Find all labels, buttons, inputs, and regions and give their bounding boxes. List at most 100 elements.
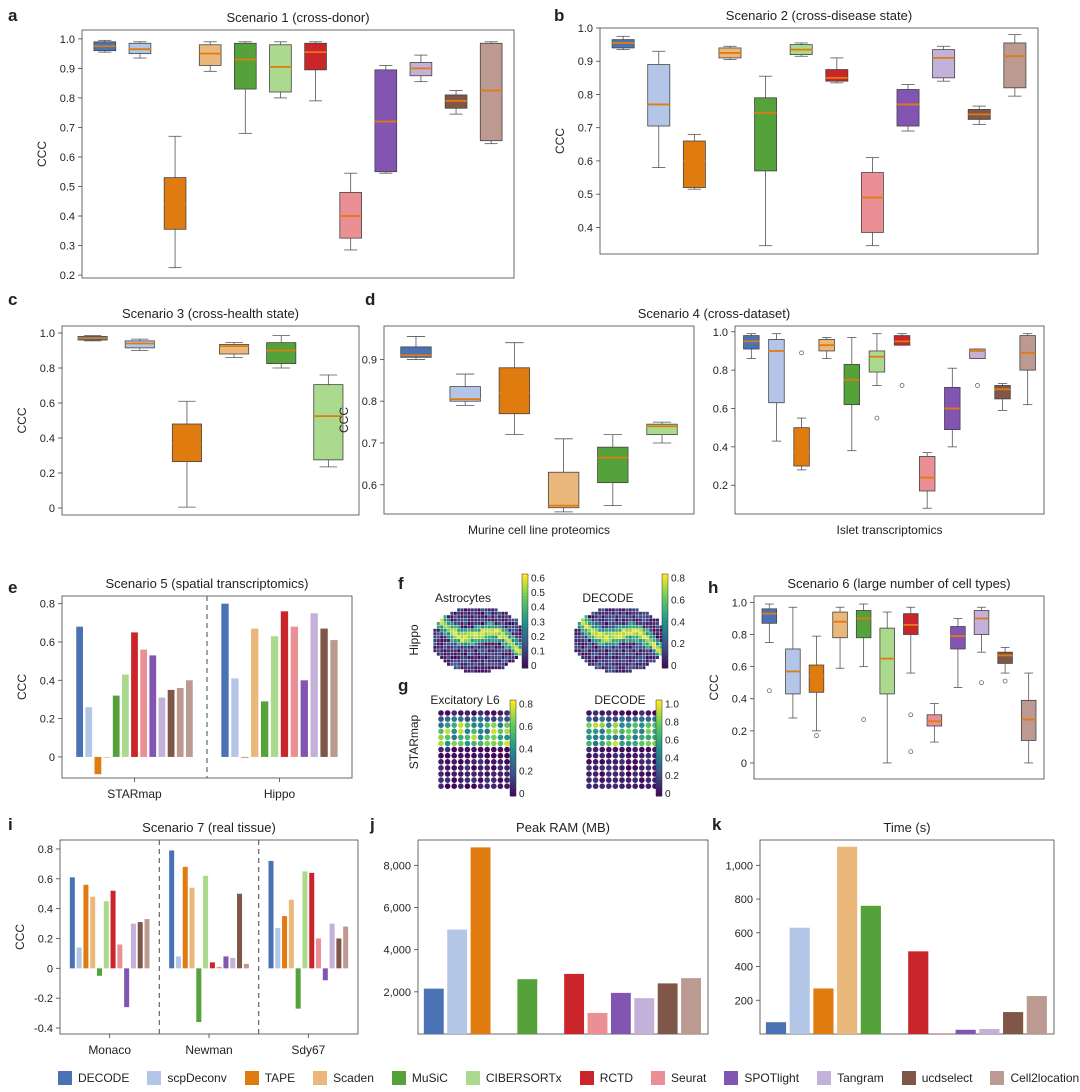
- spot: [615, 642, 619, 646]
- spot: [628, 669, 632, 673]
- dot: [484, 765, 491, 771]
- dot: [625, 759, 632, 765]
- dot: [645, 771, 652, 777]
- spot: [628, 659, 632, 663]
- dot: [484, 740, 491, 747]
- spot: [618, 645, 622, 649]
- bar-j-MuSiC: [517, 979, 538, 1034]
- spot: [436, 642, 440, 646]
- dot: [606, 728, 612, 735]
- dot: [444, 728, 451, 735]
- dot: [599, 777, 605, 783]
- spot: [450, 615, 454, 619]
- ytick-label-c: 0.2: [40, 468, 55, 480]
- box-h-TAPE: [808, 635, 825, 739]
- spot: [608, 639, 612, 642]
- ytick-label-d1: 0.9: [362, 354, 377, 366]
- spot: [642, 656, 646, 659]
- spot: [504, 615, 508, 619]
- colorbar-step: [522, 630, 528, 635]
- spot: [635, 615, 639, 619]
- bar-i-Seurat: [216, 966, 222, 969]
- box-b-Cell2location: [1003, 34, 1027, 97]
- dot: [632, 716, 638, 722]
- panel-letter-e: e: [8, 578, 17, 597]
- box-d1-scpDeconv: [449, 373, 481, 406]
- spot: [591, 639, 595, 642]
- spot: [577, 649, 581, 653]
- colorbar-step: [656, 706, 662, 711]
- bar-i-Tangram: [130, 923, 136, 969]
- colorbar-step: [510, 751, 516, 755]
- box-a-TAPE: [163, 135, 187, 269]
- dot: [504, 783, 510, 789]
- colorbar-g1: [509, 699, 517, 797]
- spot: [611, 611, 615, 615]
- dot: [497, 752, 504, 759]
- spot: [474, 625, 478, 629]
- spot: [628, 666, 632, 670]
- spot: [584, 628, 588, 632]
- spot: [642, 652, 646, 656]
- spot: [625, 622, 629, 625]
- legend-label: Scaden: [333, 1071, 374, 1085]
- box-d2-scpDeconv: [768, 333, 785, 442]
- bar-e-SPOTlight: [300, 680, 308, 757]
- spot: [450, 635, 454, 639]
- spot: [601, 639, 605, 642]
- spot: [467, 632, 471, 636]
- box-b-Scaden: [718, 45, 742, 60]
- box-d2-DECODE: [743, 333, 760, 360]
- dot: [586, 777, 592, 783]
- dot: [504, 746, 510, 753]
- spot: [460, 656, 464, 659]
- bar-k-DECODE: [765, 1022, 787, 1034]
- bar-e-CIBERSORTx: [121, 674, 129, 757]
- dot: [464, 716, 471, 722]
- spot: [518, 649, 522, 653]
- spot: [615, 625, 619, 629]
- spot: [501, 628, 505, 632]
- spot: [608, 635, 612, 639]
- spot: [436, 622, 440, 625]
- spot: [605, 662, 608, 666]
- spot: [608, 642, 612, 646]
- spot: [470, 669, 474, 673]
- spot: [601, 625, 605, 629]
- spot: [588, 659, 591, 663]
- spot: [433, 635, 437, 639]
- dot: [619, 710, 625, 716]
- colorbar-step: [656, 764, 662, 768]
- ytick-label-i: 0.2: [38, 933, 53, 945]
- spot: [477, 642, 481, 646]
- spot: [615, 615, 619, 619]
- dot: [645, 765, 652, 771]
- colorbar-step: [662, 636, 668, 641]
- panel-letter-b: b: [554, 6, 564, 25]
- spot: [635, 635, 639, 639]
- box-body: [743, 335, 760, 350]
- spot: [601, 656, 605, 659]
- dot: [592, 728, 599, 735]
- dot: [632, 765, 638, 771]
- dot: [632, 710, 638, 716]
- spot: [642, 625, 646, 629]
- spot: [591, 642, 595, 646]
- legend-item: Tangram: [817, 1071, 884, 1085]
- spot: [467, 652, 471, 656]
- box-body: [932, 49, 956, 79]
- legend-swatch: [724, 1071, 739, 1085]
- spot: [652, 622, 656, 625]
- bar-i-Seurat: [117, 944, 123, 969]
- colorbar-g2-tick: 0.4: [665, 753, 679, 764]
- spot: [625, 662, 629, 666]
- spot: [494, 645, 498, 649]
- dot: [471, 752, 477, 759]
- spot: [625, 656, 629, 659]
- spot: [447, 625, 450, 629]
- box-body: [479, 42, 503, 142]
- box-b-CIBERSORTx: [789, 42, 813, 57]
- dot: [484, 777, 491, 783]
- spot: [515, 645, 518, 649]
- spot: [618, 642, 622, 646]
